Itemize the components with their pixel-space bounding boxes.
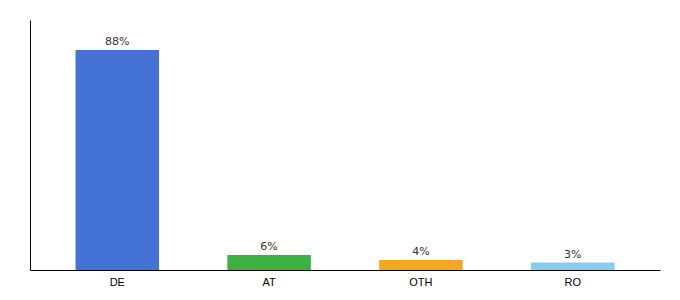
data-label: 6% [260,240,277,253]
x-tick: OTH [409,270,432,288]
x-tick-label: AT [262,276,276,288]
x-axis-line [31,270,661,271]
x-tick: DE [110,270,125,288]
x-tick-label: RO [564,276,581,288]
chart: 88% 6% 4% 3% DE AT OTH RO [0,0,680,300]
x-axis: DE AT OTH RO [31,270,661,288]
bar [379,260,462,270]
x-tick: AT [262,270,276,288]
x-tick-label: OTH [409,276,432,288]
bars [76,50,615,270]
data-label: 3% [564,248,581,261]
y-axis-line [30,21,31,271]
data-label: 4% [412,245,429,258]
y-axis [30,21,31,271]
plot: 88% 6% 4% 3% DE AT OTH RO [31,21,661,289]
bar [227,255,310,270]
bar [531,263,614,271]
x-tick: RO [564,270,581,288]
bar [76,50,159,270]
x-tick-label: DE [110,276,125,288]
data-label: 88% [105,35,129,48]
data-labels: 88% 6% 4% 3% [105,35,581,261]
